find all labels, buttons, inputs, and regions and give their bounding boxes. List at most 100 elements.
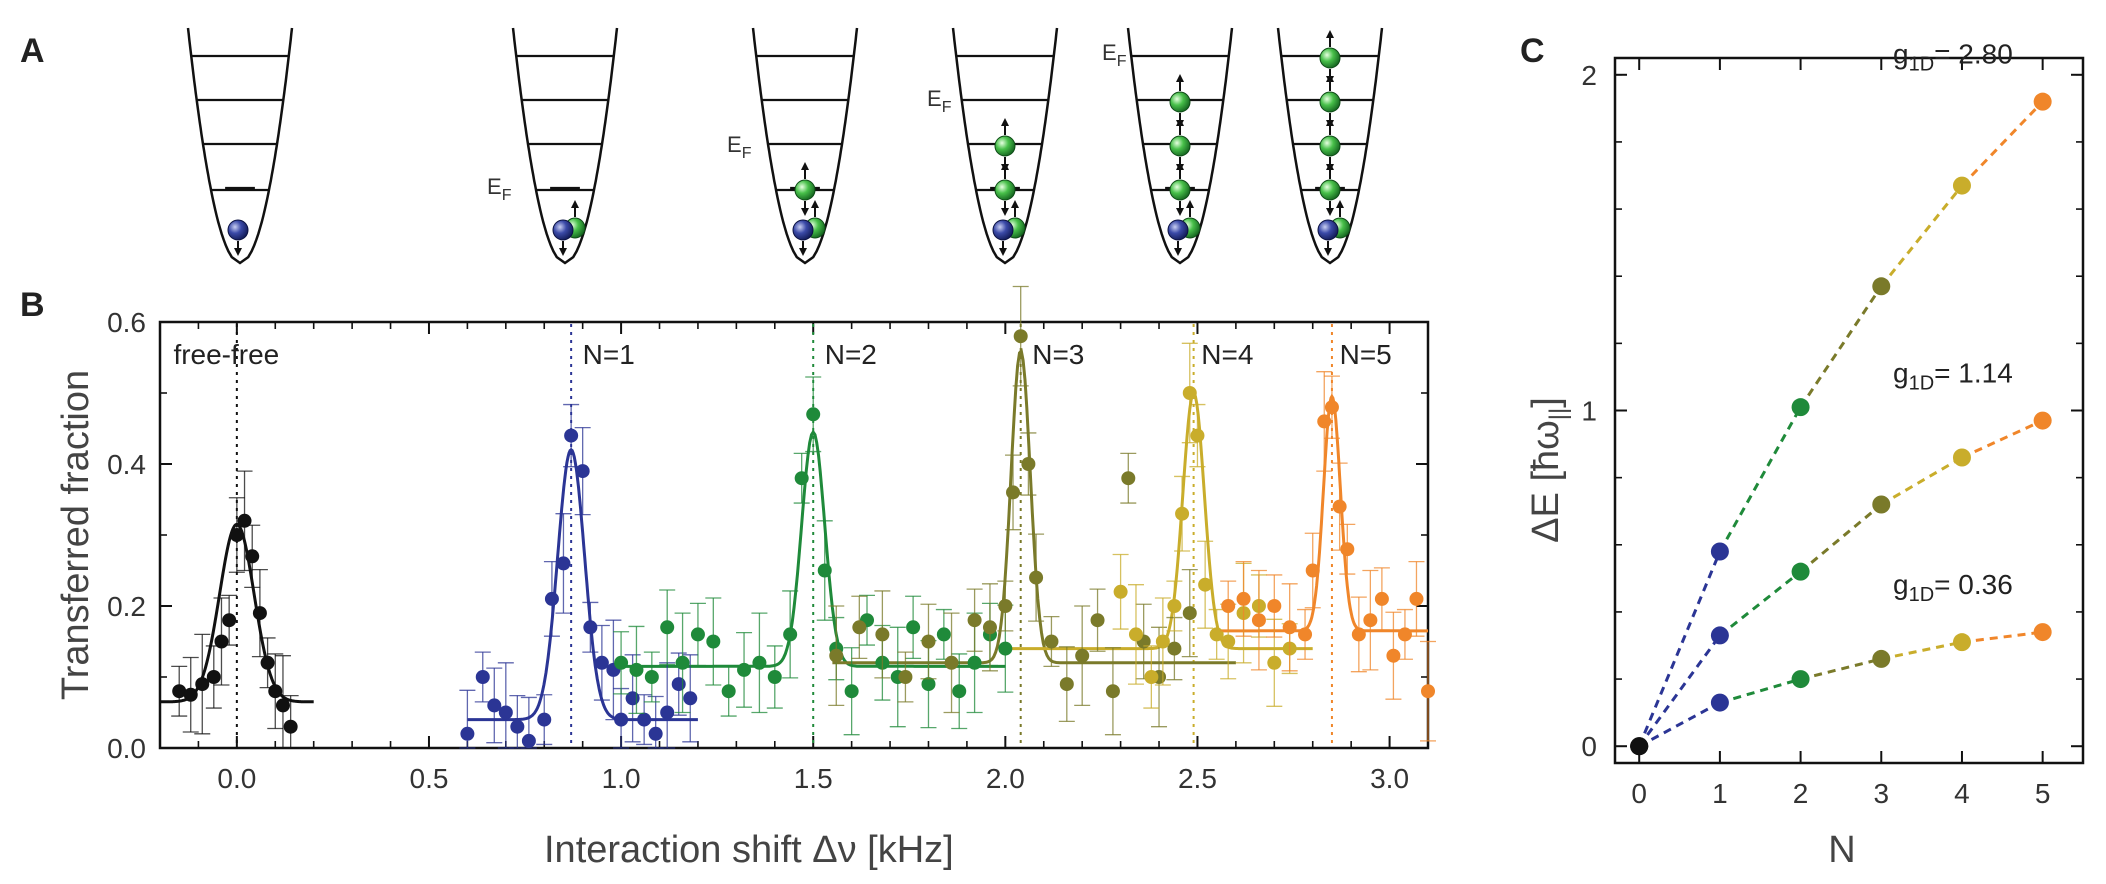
spin-arrowhead (801, 162, 809, 170)
data-point (675, 655, 690, 670)
potential-well: EF (1102, 27, 1234, 265)
panel-label-a: A (20, 32, 45, 70)
data-point (1351, 627, 1366, 642)
data-point (1340, 542, 1355, 557)
data-point (1630, 737, 1649, 756)
data-point (1324, 400, 1339, 415)
series-label-value: = 2.80 (1934, 39, 2013, 70)
data-point (1409, 591, 1424, 606)
fermion-atom (994, 179, 1016, 201)
fermion-atom (1169, 179, 1191, 201)
data-point (222, 613, 237, 628)
data-point (487, 698, 502, 713)
fermion-atom (994, 135, 1016, 157)
data-point (829, 648, 844, 663)
data-point (1236, 591, 1251, 606)
data-point (1421, 684, 1435, 699)
x-tick-label: 5 (2035, 778, 2051, 809)
data-point (998, 641, 1013, 656)
fermi-label-sub: F (942, 99, 952, 116)
data-point (510, 719, 525, 734)
fermion-atom (1319, 91, 1341, 113)
data-point (260, 655, 275, 670)
series-segment (1719, 677, 1802, 705)
y-tick-label: 0.0 (107, 733, 146, 764)
spin-arrowhead (1326, 76, 1334, 84)
panel-c-y-label-unit: ħω (1525, 420, 1567, 471)
data-point (498, 705, 513, 720)
series-segment (1960, 100, 2044, 187)
data-point (1090, 613, 1105, 628)
data-point (952, 684, 967, 699)
data-point (1221, 634, 1236, 649)
series-label-main: g (1893, 569, 1909, 600)
data-point (1075, 648, 1090, 663)
spin-arrowhead (1326, 30, 1334, 38)
spin-arrowhead (571, 200, 579, 208)
spin-arrowhead (1011, 200, 1019, 208)
data-point (283, 719, 298, 734)
series-segment (1799, 285, 1883, 408)
series-label: g1D= 1.14 (1893, 358, 2013, 395)
resonance-label: free-free (173, 339, 279, 370)
spin-arrowhead (1001, 118, 1009, 126)
data-point (637, 712, 652, 727)
data-point (614, 655, 629, 670)
data-point (2033, 623, 2052, 642)
data-point (594, 655, 609, 670)
fermion-atom (1169, 91, 1191, 113)
data-point (1182, 386, 1197, 400)
data-point (214, 634, 229, 649)
data-point (936, 627, 951, 642)
data-point (229, 528, 244, 542)
data-point (1952, 633, 1971, 652)
y-tick-label: 2 (1581, 60, 1597, 91)
resonance-label: N=2 (825, 339, 877, 370)
panel-b-spectrum: 0.0 0.5 1.0 1.5 2.0 2.5 3.0 0.0 0.2 0.4 0.6 free-f… (55, 285, 1436, 871)
x-tick-label: 0.5 (410, 763, 449, 794)
data-point (1282, 620, 1297, 635)
data-point (1006, 485, 1021, 500)
well-outline (1276, 27, 1384, 265)
data-point (1872, 649, 1891, 668)
data-point (1175, 506, 1190, 521)
spin-arrowhead (811, 200, 819, 208)
data-point (475, 670, 490, 684)
series-label: g1D= 0.36 (1893, 569, 2013, 606)
x-tick-label: 4 (1954, 778, 1970, 809)
potential-well: EF (927, 27, 1059, 265)
data-point (737, 662, 752, 677)
fermi-label-sub: F (742, 145, 752, 162)
data-point (852, 620, 867, 635)
data-point (998, 599, 1013, 613)
panel-b-frame (158, 320, 1430, 750)
fit-curve (1005, 390, 1313, 651)
data-point (1113, 584, 1128, 599)
spin-arrowhead (1336, 200, 1344, 208)
resonance-label: N=4 (1201, 339, 1253, 370)
fermion-atom (1319, 179, 1341, 201)
data-point (1190, 428, 1205, 443)
x-tick-label: 2 (1793, 778, 1809, 809)
fermi-energy-label: EF (927, 86, 952, 116)
data-point (1298, 627, 1313, 642)
data-point (1791, 562, 1810, 581)
data-point (1386, 648, 1401, 663)
panel-c-y-axis-label: ΔE [ħω||] (1525, 397, 1572, 543)
data-point (183, 687, 198, 702)
x-tick-label: 1.0 (602, 763, 641, 794)
data-point (875, 627, 890, 642)
x-tick-label: 1 (1712, 778, 1728, 809)
fermi-label-main: E (487, 174, 502, 199)
series-label-sub: 1D (1909, 373, 1935, 395)
data-point (1182, 606, 1197, 621)
spin-arrowhead (1176, 208, 1184, 216)
data-point (690, 627, 705, 642)
data-point (1363, 613, 1378, 628)
series-label-main: g (1893, 39, 1909, 70)
y-tick-label: 0.4 (107, 449, 146, 480)
potential-well: EF (487, 27, 619, 265)
panel-label-b: B (20, 286, 45, 324)
